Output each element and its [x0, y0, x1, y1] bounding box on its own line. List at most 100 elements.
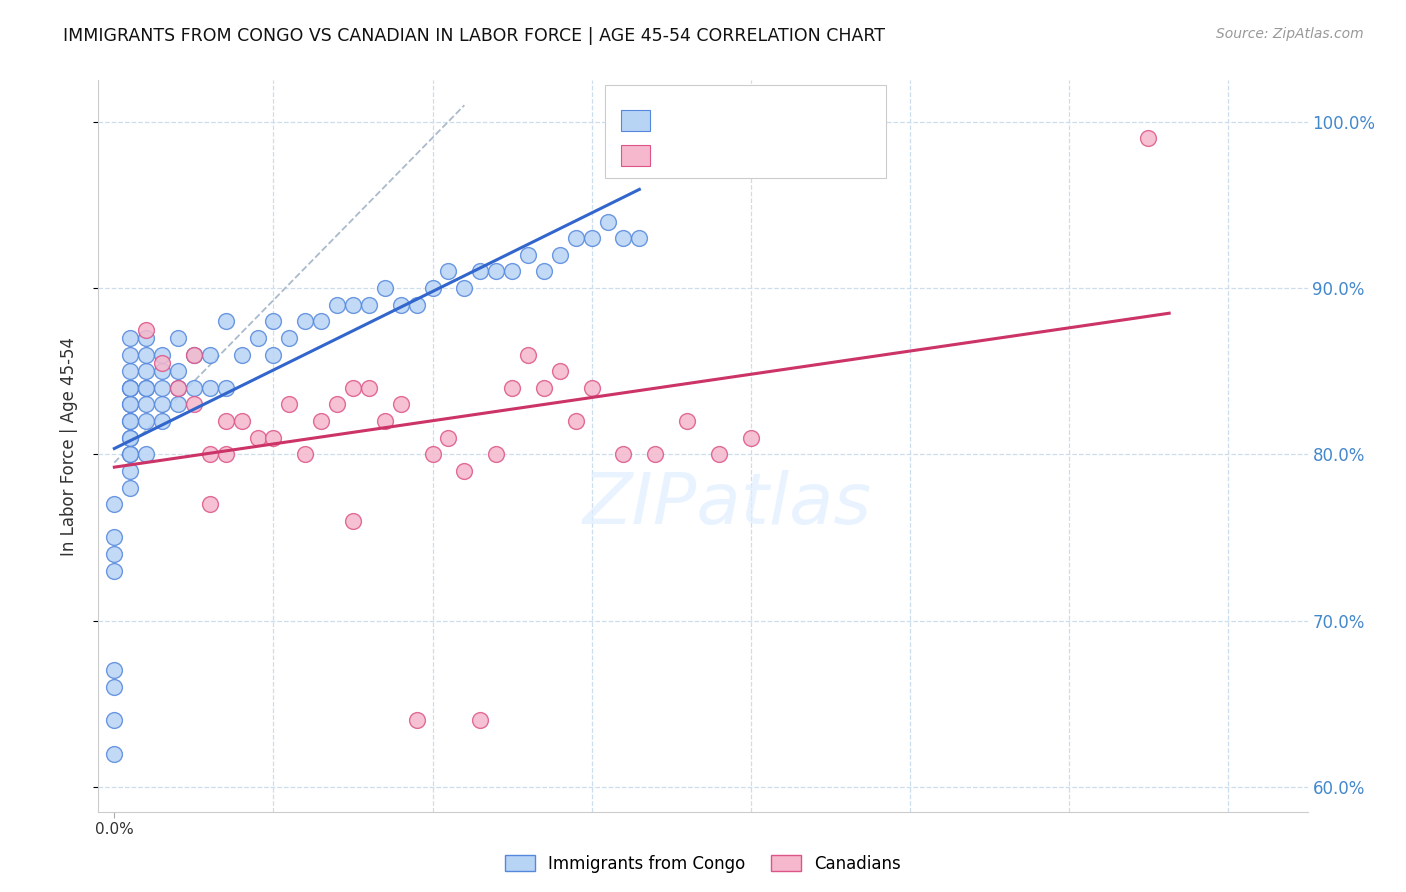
Point — [215, 447, 238, 461]
Point — [135, 364, 157, 378]
Point — [120, 414, 142, 428]
Point — [135, 447, 157, 461]
Point — [103, 564, 125, 578]
Point — [231, 347, 253, 361]
Point — [342, 298, 364, 312]
Point — [612, 231, 634, 245]
Point — [262, 431, 284, 445]
Point — [485, 447, 508, 461]
Point — [517, 347, 540, 361]
Point — [120, 431, 142, 445]
Point — [103, 530, 125, 544]
Point — [150, 397, 173, 411]
Point — [120, 381, 142, 395]
Point — [215, 414, 238, 428]
Point — [294, 314, 316, 328]
Point — [150, 414, 173, 428]
Point — [103, 497, 125, 511]
Point — [135, 381, 157, 395]
Point — [548, 248, 571, 262]
Point — [612, 447, 634, 461]
Point — [581, 231, 603, 245]
Point — [215, 314, 238, 328]
Text: R = 0.662   N = 41: R = 0.662 N = 41 — [657, 135, 827, 153]
Point — [453, 464, 475, 478]
Point — [120, 464, 142, 478]
Point — [103, 713, 125, 727]
Point — [309, 414, 332, 428]
Point — [581, 381, 603, 395]
Point — [596, 214, 619, 228]
Point — [135, 331, 157, 345]
Point — [389, 298, 412, 312]
Point — [342, 381, 364, 395]
Point — [135, 414, 157, 428]
Text: R = 0.155   N = 74: R = 0.155 N = 74 — [657, 99, 827, 118]
Point — [278, 397, 301, 411]
Legend: Immigrants from Congo, Canadians: Immigrants from Congo, Canadians — [499, 848, 907, 880]
Point — [167, 331, 190, 345]
Point — [135, 347, 157, 361]
Point — [357, 298, 380, 312]
Point — [357, 381, 380, 395]
Point — [135, 381, 157, 395]
Point — [278, 331, 301, 345]
Point — [120, 397, 142, 411]
Point — [533, 381, 555, 395]
Point — [501, 381, 523, 395]
Point — [644, 447, 666, 461]
Point — [231, 414, 253, 428]
Point — [150, 347, 173, 361]
Point — [1137, 131, 1160, 145]
Point — [326, 397, 349, 411]
Point — [389, 397, 412, 411]
Point — [120, 414, 142, 428]
Point — [548, 364, 571, 378]
Point — [183, 347, 205, 361]
Point — [564, 231, 586, 245]
Point — [501, 264, 523, 278]
Point — [485, 264, 508, 278]
Point — [437, 431, 460, 445]
Point — [183, 347, 205, 361]
Point — [405, 298, 427, 312]
Point — [103, 664, 125, 678]
Point — [120, 431, 142, 445]
Point — [470, 713, 492, 727]
Text: ZIPatlas: ZIPatlas — [582, 470, 872, 539]
Point — [262, 347, 284, 361]
Point — [820, 148, 842, 162]
Point — [183, 397, 205, 411]
Point — [120, 447, 142, 461]
Point — [120, 381, 142, 395]
Point — [374, 281, 396, 295]
Point — [198, 347, 221, 361]
Text: IMMIGRANTS FROM CONGO VS CANADIAN IN LABOR FORCE | AGE 45-54 CORRELATION CHART: IMMIGRANTS FROM CONGO VS CANADIAN IN LAB… — [63, 27, 886, 45]
Point — [517, 248, 540, 262]
Point — [326, 298, 349, 312]
Point — [309, 314, 332, 328]
Point — [470, 264, 492, 278]
Point — [676, 414, 699, 428]
Point — [246, 431, 269, 445]
Point — [120, 381, 142, 395]
Point — [198, 497, 221, 511]
Y-axis label: In Labor Force | Age 45-54: In Labor Force | Age 45-54 — [59, 336, 77, 556]
Point — [150, 381, 173, 395]
Point — [150, 356, 173, 370]
Point — [167, 381, 190, 395]
Point — [150, 364, 173, 378]
Point — [246, 331, 269, 345]
Point — [453, 281, 475, 295]
Point — [374, 414, 396, 428]
Point — [167, 381, 190, 395]
Point — [135, 397, 157, 411]
Point — [215, 381, 238, 395]
Point — [198, 447, 221, 461]
Point — [135, 323, 157, 337]
Point — [103, 747, 125, 761]
Point — [740, 431, 762, 445]
Point — [120, 397, 142, 411]
Point — [422, 281, 444, 295]
Point — [405, 713, 427, 727]
